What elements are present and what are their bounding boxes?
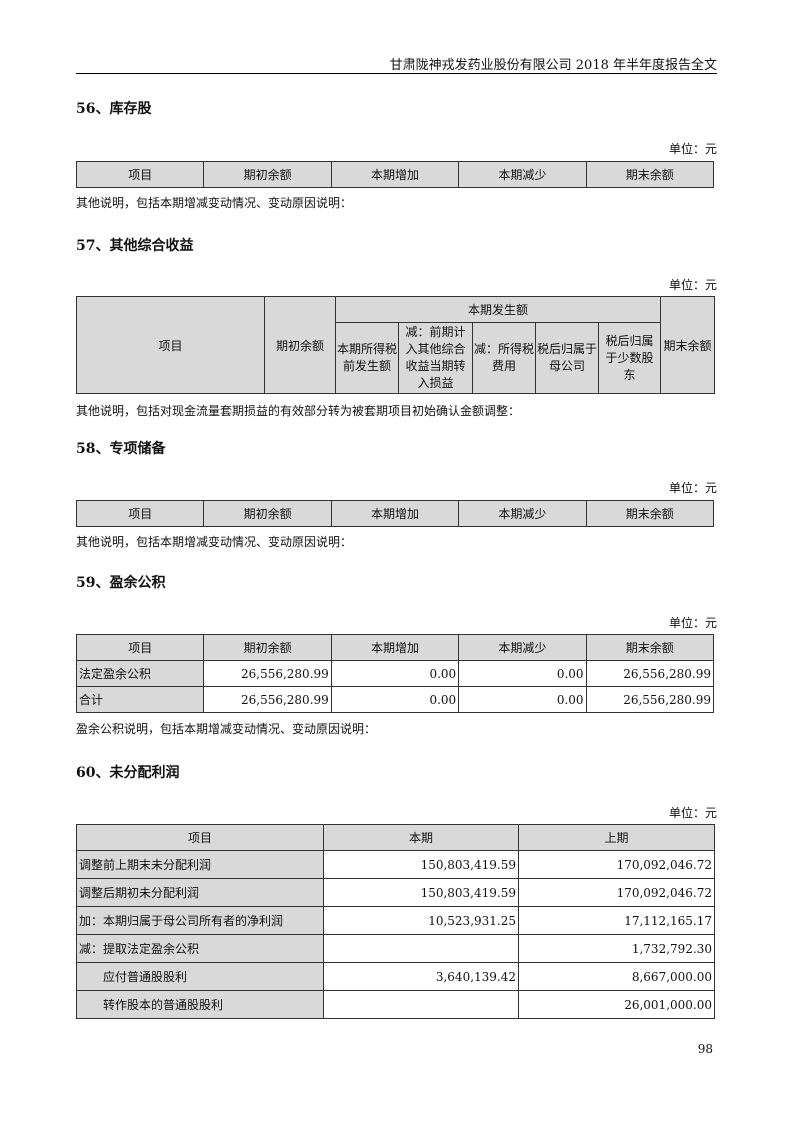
col-header: 项目 bbox=[75, 634, 205, 661]
col-header: 本期增加 bbox=[330, 161, 460, 188]
undistributed-profit-table: 项目 本期 上期 调整前上期末未分配利润 150,803,419.59 170,… bbox=[76, 824, 715, 1019]
col-header: 期初余额 bbox=[264, 296, 336, 394]
table-row: 法定盈余公积 26,556,280.99 0.00 0.00 26,556,28… bbox=[75, 660, 715, 687]
cell-value: 0.00 bbox=[458, 686, 587, 713]
section-59-note: 盈余公积说明，包括本期增减变动情况、变动原因说明： bbox=[76, 722, 377, 736]
section-57-note: 其他说明，包括对现金流量套期损益的有效部分转为被套期项目初始确认金额调整： bbox=[76, 404, 521, 418]
col-group-header: 本期发生额 bbox=[334, 296, 662, 323]
table-row: 加：本期归属于母公司所有者的净利润 10,523,931.25 17,112,1… bbox=[76, 906, 715, 935]
cell-value: 26,001,000.00 bbox=[518, 990, 715, 1019]
unit-label: 单位：元 bbox=[668, 142, 717, 156]
section-58-note: 其他说明，包括本期增减变动情况、变动原因说明： bbox=[76, 535, 353, 549]
col-header: 税后归属于母公司 bbox=[535, 322, 599, 394]
col-header: 本期增加 bbox=[330, 500, 460, 527]
cell-value: 150,803,419.59 bbox=[323, 850, 519, 879]
cell-value bbox=[323, 934, 519, 963]
cell-value: 170,092,046.72 bbox=[518, 850, 715, 879]
col-header: 税后归属于少数股东 bbox=[597, 322, 662, 394]
col-header: 期末余额 bbox=[585, 634, 715, 661]
page-number: 98 bbox=[697, 1042, 713, 1056]
col-header: 本期减少 bbox=[458, 634, 587, 661]
row-label: 调整前上期末未分配利润 bbox=[76, 850, 324, 879]
row-label: 合计 bbox=[75, 686, 205, 713]
table-row: 合计 26,556,280.99 0.00 0.00 26,556,280.99 bbox=[75, 686, 715, 713]
col-header: 期初余额 bbox=[203, 500, 332, 527]
col-header: 期初余额 bbox=[203, 634, 332, 661]
table-row: 应付普通股股利 3,640,139.42 8,667,000.00 bbox=[76, 962, 715, 991]
row-label: 减：提取法定盈余公积 bbox=[76, 934, 324, 963]
table-row: 调整后期初未分配利润 150,803,419.59 170,092,046.72 bbox=[76, 878, 715, 907]
unit-label: 单位：元 bbox=[668, 481, 717, 495]
surplus-reserve-table: 项目 期初余额 本期增加 本期减少 期末余额 法定盈余公积 26,556,280… bbox=[75, 634, 715, 713]
cell-value: 10,523,931.25 bbox=[323, 906, 519, 935]
cell-value: 8,667,000.00 bbox=[518, 962, 715, 991]
cell-value: 3,640,139.42 bbox=[323, 962, 519, 991]
cell-value: 0.00 bbox=[330, 660, 460, 687]
cell-value: 150,803,419.59 bbox=[323, 878, 519, 907]
oci-table: 项目 期初余额 本期发生额 期末余额 本期所得税前发生额 减：前期计入其他综合收… bbox=[76, 296, 716, 394]
cell-value: 26,556,280.99 bbox=[585, 686, 715, 713]
unit-label: 单位：元 bbox=[668, 278, 717, 292]
section-59-title: 59、盈余公积 bbox=[76, 575, 166, 591]
section-56-title: 56、库存股 bbox=[76, 101, 152, 117]
col-header: 期末余额 bbox=[660, 296, 716, 394]
col-header: 减：所得税费用 bbox=[472, 322, 536, 394]
col-header: 项目 bbox=[75, 161, 205, 188]
cell-value: 0.00 bbox=[330, 686, 460, 713]
cell-value: 17,112,165.17 bbox=[518, 906, 715, 935]
treasury-stock-table: 项目 期初余额 本期增加 本期减少 期末余额 bbox=[75, 161, 715, 188]
cell-value: 0.00 bbox=[458, 660, 587, 687]
section-60-title: 60、未分配利润 bbox=[76, 765, 180, 781]
row-label: 加：本期归属于母公司所有者的净利润 bbox=[76, 906, 324, 935]
cell-value: 1,732,792.30 bbox=[518, 934, 715, 963]
cell-value: 170,092,046.72 bbox=[518, 878, 715, 907]
col-header: 本期减少 bbox=[458, 161, 587, 188]
col-header: 期初余额 bbox=[203, 161, 332, 188]
col-header: 上期 bbox=[518, 824, 715, 851]
col-header: 本期所得税前发生额 bbox=[335, 322, 399, 394]
col-header: 项目 bbox=[75, 500, 205, 527]
table-row: 转作股本的普通股股利 26,001,000.00 bbox=[76, 990, 715, 1019]
cell-value bbox=[323, 990, 519, 1019]
col-header: 期末余额 bbox=[585, 161, 715, 188]
cell-value: 26,556,280.99 bbox=[203, 686, 332, 713]
special-reserve-table: 项目 期初余额 本期增加 本期减少 期末余额 bbox=[75, 500, 715, 527]
row-label: 转作股本的普通股股利 bbox=[76, 990, 324, 1019]
cell-value: 26,556,280.99 bbox=[203, 660, 332, 687]
col-header: 项目 bbox=[76, 824, 324, 851]
col-header: 减：前期计入其他综合收益当期转入损益 bbox=[398, 322, 473, 394]
section-58-title: 58、专项储备 bbox=[76, 441, 166, 457]
col-header: 项目 bbox=[76, 296, 265, 394]
running-header: 甘肃陇神戎发药业股份有限公司 2018 年半年度报告全文 bbox=[389, 58, 717, 73]
row-label: 应付普通股股利 bbox=[76, 962, 324, 991]
section-57-title: 57、其他综合收益 bbox=[76, 238, 194, 254]
cell-value: 26,556,280.99 bbox=[585, 660, 715, 687]
row-label: 调整后期初未分配利润 bbox=[76, 878, 324, 907]
col-header: 本期增加 bbox=[330, 634, 460, 661]
unit-label: 单位：元 bbox=[668, 806, 717, 820]
table-row: 调整前上期末未分配利润 150,803,419.59 170,092,046.7… bbox=[76, 850, 715, 879]
unit-label: 单位：元 bbox=[668, 616, 717, 630]
col-header: 本期 bbox=[323, 824, 519, 851]
col-header: 本期减少 bbox=[458, 500, 587, 527]
col-header: 期末余额 bbox=[585, 500, 715, 527]
header-rule bbox=[76, 73, 717, 74]
section-56-note: 其他说明，包括本期增减变动情况、变动原因说明： bbox=[76, 196, 353, 210]
row-label: 法定盈余公积 bbox=[75, 660, 205, 687]
table-row: 减：提取法定盈余公积 1,732,792.30 bbox=[76, 934, 715, 963]
